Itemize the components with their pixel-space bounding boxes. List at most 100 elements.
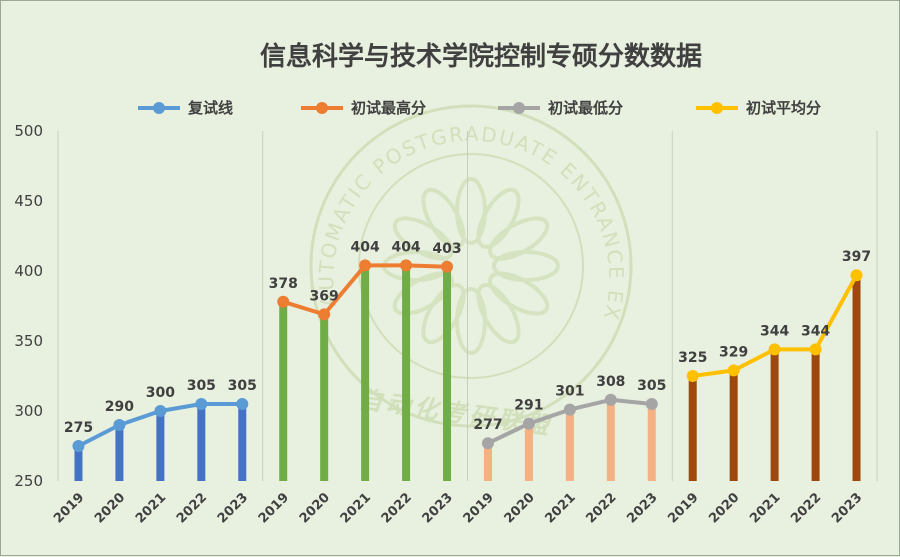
data-label: 308 <box>596 374 625 390</box>
data-label: 344 <box>760 323 789 339</box>
bar <box>811 349 820 481</box>
y-tick-label: 500 <box>14 122 43 140</box>
data-label: 397 <box>842 249 871 265</box>
bar <box>852 275 861 481</box>
bar <box>361 265 370 481</box>
series-point <box>236 398 249 410</box>
x-axis: 2019 2020 2021 2022 2023 2019 2020 2021 2022 2023… <box>51 490 865 526</box>
bar <box>524 423 533 481</box>
legend-item: 初试平均分 <box>696 99 821 117</box>
series-point <box>277 295 290 308</box>
series-point <box>686 370 699 382</box>
watermark-leaf <box>421 187 466 249</box>
panel-bars <box>483 399 656 481</box>
legend-marker <box>513 102 525 114</box>
panel-separators <box>57 131 878 481</box>
legend-label: 初试最低分 <box>548 99 623 117</box>
bars <box>74 265 861 481</box>
series-point <box>441 260 454 273</box>
watermark-leaf <box>392 271 454 316</box>
data-label: 275 <box>64 420 93 436</box>
data-label: 277 <box>473 417 502 433</box>
bar <box>483 443 492 481</box>
x-tick-label: 2019 <box>665 490 701 526</box>
y-tick-label: 350 <box>14 332 43 350</box>
bar <box>197 404 206 481</box>
y-axis: 250 300 350 400 450 500 <box>14 122 43 490</box>
x-tick-label: 2021 <box>543 490 579 526</box>
series-line-group: 277 291 301 308 305 <box>473 374 666 450</box>
watermark-leaf <box>392 216 454 261</box>
legend-marker <box>153 102 165 114</box>
legend: 复试线 初试最高分 初试最低分 初试平均分 <box>138 99 821 117</box>
x-tick-label: 2020 <box>297 490 333 526</box>
x-tick-label: 2020 <box>92 490 128 526</box>
series-point <box>400 259 413 272</box>
bar <box>156 411 165 481</box>
series-point <box>727 364 740 377</box>
series-point <box>481 437 494 450</box>
data-label: 291 <box>514 398 543 414</box>
lines: 275 290 300 305 305 378 369 404 404 403 277 291 301 3… <box>64 239 871 452</box>
data-label: 300 <box>146 385 175 401</box>
legend-item: 初试最低分 <box>498 99 623 117</box>
series-line-group: 378 369 404 404 403 <box>269 239 462 321</box>
data-label: 290 <box>105 399 134 415</box>
watermark-leaf <box>455 177 487 245</box>
watermark-leaf <box>455 287 487 355</box>
watermark-leaf <box>476 283 521 345</box>
data-label: 305 <box>187 378 216 394</box>
data-label: 301 <box>555 384 584 400</box>
x-tick-label: 2020 <box>502 490 538 526</box>
x-tick-label: 2020 <box>706 490 742 526</box>
series-point <box>359 259 372 272</box>
panel-bars <box>279 265 452 481</box>
x-tick-label: 2019 <box>461 490 497 526</box>
data-label: 305 <box>228 378 257 394</box>
series-point <box>318 308 331 321</box>
watermark-outer-ring <box>309 104 633 428</box>
legend-marker <box>316 102 328 114</box>
series-point <box>809 343 822 356</box>
series-point <box>113 419 126 431</box>
x-tick-label: 2022 <box>174 490 210 526</box>
series-line-group: 325 329 344 344 397 <box>678 249 871 382</box>
data-label: 404 <box>391 239 420 255</box>
bar <box>443 266 452 481</box>
x-tick-label: 2021 <box>338 490 374 526</box>
legend-label: 复试线 <box>187 99 233 117</box>
series-point <box>195 398 208 410</box>
watermark-leaf <box>476 187 521 249</box>
x-tick-label: 2022 <box>788 490 824 526</box>
series-point <box>768 343 781 356</box>
watermark-leaf <box>488 271 550 316</box>
x-tick-label: 2023 <box>420 490 456 526</box>
series-point <box>563 403 576 416</box>
data-label: 325 <box>678 350 707 366</box>
bar <box>238 404 247 481</box>
legend-label: 初试平均分 <box>746 99 821 117</box>
watermark-leaf <box>488 216 550 261</box>
bar <box>402 265 411 481</box>
legend-label: 初试最高分 <box>351 99 426 117</box>
series-point <box>850 269 863 282</box>
legend-item: 初试最高分 <box>301 99 426 117</box>
chart-title: 信息科学与技术学院控制专硕分数数据 <box>260 41 702 72</box>
legend-item: 复试线 <box>138 99 233 117</box>
x-tick-label: 2019 <box>51 490 87 526</box>
data-label: 305 <box>637 378 666 394</box>
watermark-inner-ring <box>358 153 584 379</box>
bar <box>606 399 615 481</box>
data-label: 344 <box>801 323 830 339</box>
panel-bars <box>688 275 861 481</box>
watermark-leaf <box>421 283 466 345</box>
x-tick-label: 2022 <box>379 490 415 526</box>
data-label: 378 <box>269 276 298 292</box>
series-point <box>604 393 617 406</box>
series-point <box>72 440 85 452</box>
x-tick-label: 2023 <box>624 490 660 526</box>
bar <box>647 404 656 481</box>
series-line-group: 275 290 300 305 305 <box>64 378 257 452</box>
data-label: 369 <box>310 288 339 304</box>
